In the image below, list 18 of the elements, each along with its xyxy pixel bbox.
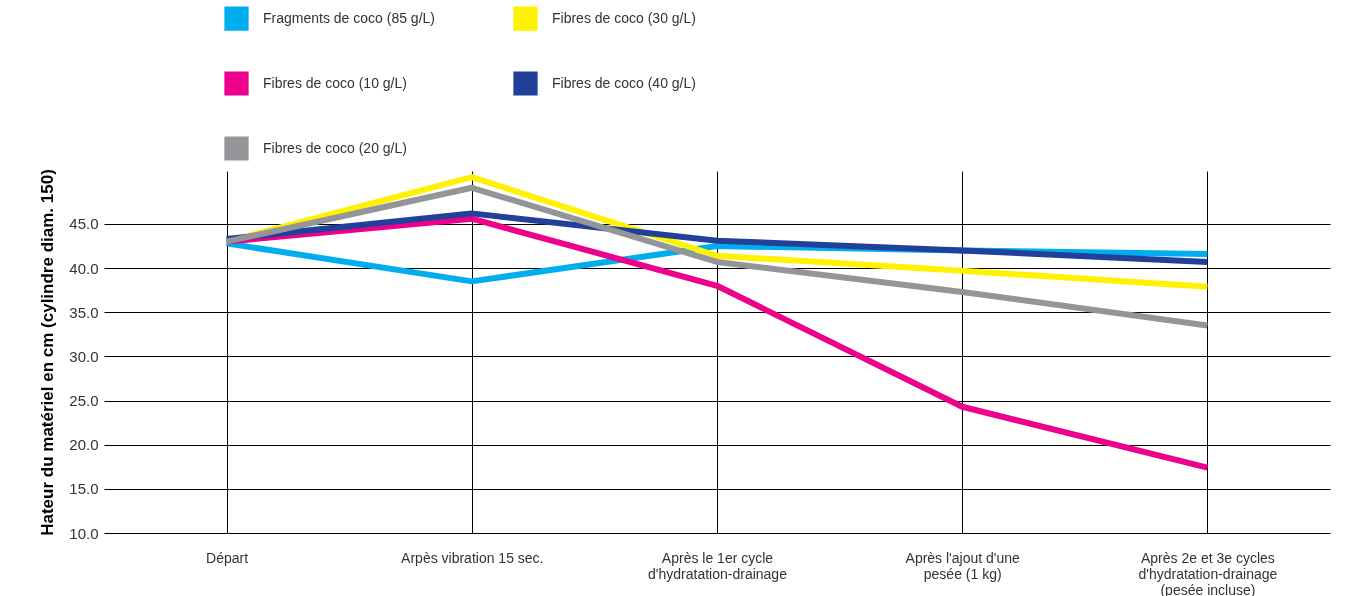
legend-label: Fibres de coco (10 g/L) [263, 74, 407, 91]
y-tick-label: 40.0 [69, 259, 99, 277]
y-tick-label: 15.0 [69, 480, 99, 498]
y-tick-label: 25.0 [69, 392, 99, 410]
legend-label: Fibres de coco (20 g/L) [263, 139, 407, 156]
x-tick-label: Départ [206, 549, 249, 566]
y-tick-label: 45.0 [69, 215, 99, 233]
y-tick-label: 10.0 [69, 524, 99, 542]
x-tick-label: Après l'ajout d'une pesée (1 kg) [905, 549, 1021, 582]
legend-label: Fragments de coco (85 g/L) [263, 9, 435, 26]
x-tick-label: Arpès vibration 15 sec. [401, 549, 544, 566]
legend-label: Fibres de coco (40 g/L) [552, 74, 696, 91]
y-axis-title: Hateur du matériel en cm (cylindre diam. 150) [38, 169, 58, 536]
y-tick-label: 20.0 [69, 436, 99, 454]
x-tick-label: Après le 1er cycle d'hydratation-drainage [648, 549, 788, 582]
y-tick-label: 35.0 [69, 303, 99, 321]
legend-label: Fibres de coco (30 g/L) [552, 9, 696, 26]
y-tick-label: 30.0 [69, 347, 99, 365]
